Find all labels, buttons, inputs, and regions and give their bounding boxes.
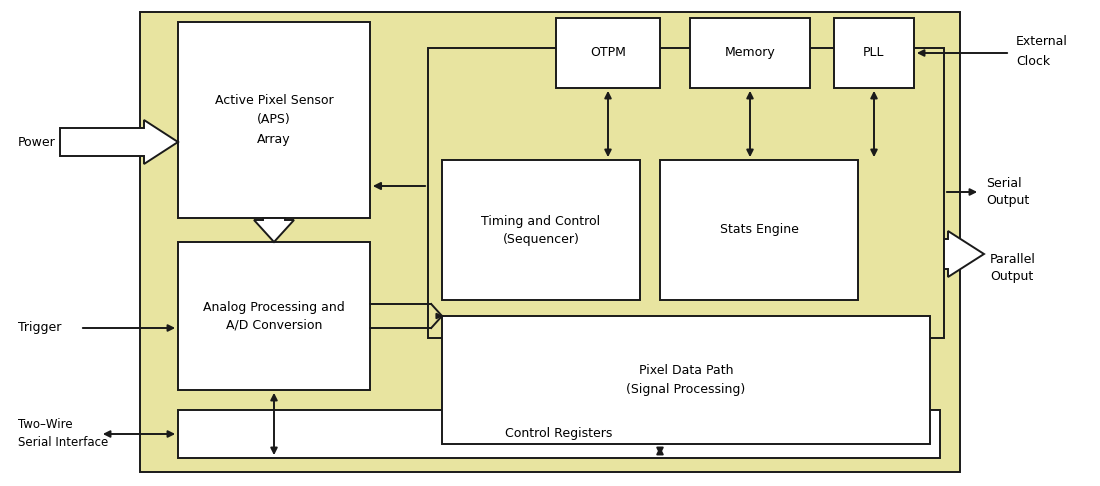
Text: Clock: Clock (1016, 55, 1050, 69)
Bar (660, 160, 858, 300)
Text: Analog Processing and
A/D Conversion: Analog Processing and A/D Conversion (204, 300, 345, 331)
Text: Serial
Output: Serial Output (986, 177, 1030, 207)
Text: External: External (1016, 35, 1068, 49)
Text: Power: Power (18, 136, 56, 149)
Text: Active Pixel Sensor
(APS)
Array: Active Pixel Sensor (APS) Array (214, 94, 333, 145)
Bar (140, 12, 960, 472)
Bar (178, 242, 370, 390)
Text: OTPM: OTPM (590, 47, 626, 59)
Bar (178, 22, 370, 218)
Bar (442, 160, 640, 300)
Bar (834, 18, 914, 88)
Text: Control Registers: Control Registers (505, 428, 613, 440)
Text: Timing and Control
(Sequencer): Timing and Control (Sequencer) (482, 214, 601, 245)
Bar (442, 316, 930, 444)
Text: Two–Wire: Two–Wire (18, 417, 73, 431)
Polygon shape (60, 120, 178, 164)
Text: Pixel Data Path
(Signal Processing): Pixel Data Path (Signal Processing) (626, 364, 746, 396)
Text: Trigger: Trigger (18, 322, 62, 334)
Bar (428, 48, 944, 338)
Text: Memory: Memory (725, 47, 775, 59)
Text: Serial Interface: Serial Interface (18, 435, 108, 449)
Text: Stats Engine: Stats Engine (719, 224, 799, 237)
Text: Parallel
Output: Parallel Output (990, 253, 1036, 283)
Bar (556, 18, 660, 88)
Polygon shape (944, 231, 984, 277)
Text: PLL: PLL (864, 47, 884, 59)
Bar (690, 18, 810, 88)
Bar (178, 410, 940, 458)
Polygon shape (254, 218, 294, 242)
